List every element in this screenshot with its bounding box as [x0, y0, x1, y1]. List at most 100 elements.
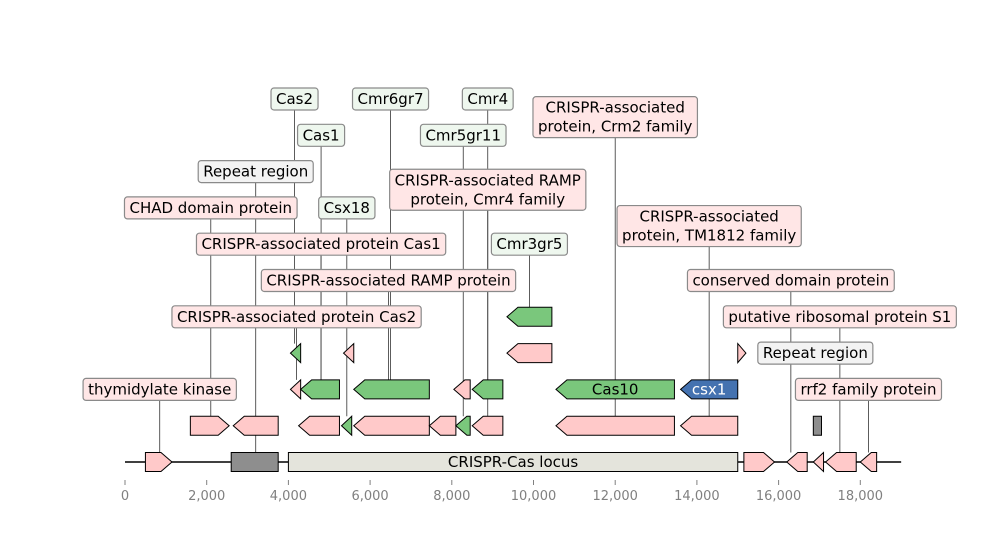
label-14: Cmr3gr5 — [490, 232, 569, 256]
label-text: Repeat region — [763, 344, 868, 362]
x-tick-label: 6,000 — [351, 489, 388, 504]
label-text: CRISPR-associated RAMP — [395, 171, 581, 189]
feature-f-r3 — [812, 451, 825, 473]
feature-f-ramp — [428, 415, 457, 436]
label-box — [82, 377, 237, 401]
label-box — [419, 123, 507, 147]
label-box — [351, 87, 430, 111]
label-text: putative ribosomal protein S1 — [728, 308, 951, 326]
feature-f-gray-small — [812, 415, 822, 436]
label-box — [616, 204, 802, 248]
label-8: Cas1 — [296, 123, 346, 147]
feature-inline-label: CRISPR-Cas locus — [448, 453, 578, 471]
feature-f-crm2 — [555, 415, 675, 436]
feature-f-cas1-pink — [453, 379, 471, 400]
label-text: Cmr3gr5 — [496, 235, 562, 253]
feature-f-cmr3-pink — [506, 343, 553, 364]
x-axis: 0 2,000 4,000 6,000 8,000 10,000 12,000 14,000 1… — [121, 480, 883, 504]
feature-inline-label: Cas10 — [592, 380, 639, 398]
label-text: CHAD domain protein — [129, 199, 292, 217]
x-tick-label: 12,000 — [592, 489, 638, 504]
label-19: Repeat region — [757, 341, 874, 365]
feature-f-thymidylate — [144, 452, 173, 472]
feature-f-r2 — [786, 452, 808, 472]
feature-f-csx18 — [340, 415, 353, 437]
feature-f-cmr3gr5 — [506, 306, 553, 327]
label-1: thymidylate kinase — [82, 377, 237, 401]
feature-f-chad — [189, 415, 230, 436]
feature-inline-label: csx1 — [692, 380, 726, 398]
x-tick-label: 0 — [121, 489, 129, 504]
label-5: CHAD domain protein — [123, 196, 298, 220]
feature-f-repeat-region-1 — [232, 415, 279, 436]
feature-f-cmr6 — [352, 415, 430, 436]
feature-f-repeat-pink-2 — [342, 342, 355, 364]
label-7: Repeat region — [197, 160, 314, 184]
label-box — [318, 196, 376, 220]
label-box — [171, 305, 422, 329]
label-text: Cas2 — [276, 90, 313, 108]
label-box — [757, 341, 874, 365]
x-tick-label: 2,000 — [188, 489, 225, 504]
label-9: Cmr5gr11 — [419, 123, 507, 147]
label-box — [794, 377, 943, 401]
label-box — [490, 232, 569, 256]
feature-f-cas1 — [299, 379, 340, 400]
x-tick-label: 4,000 — [270, 489, 307, 504]
label-4: CRISPR-associated protein Cas1 — [195, 232, 447, 256]
feature-f-cas10 — [555, 379, 675, 400]
label-18: putative ribosomal protein S1 — [722, 305, 957, 329]
label-box — [532, 96, 699, 139]
x-tick-label: 18,000 — [838, 489, 884, 504]
label-text: Cmr4 — [467, 90, 508, 108]
label-box — [722, 305, 957, 329]
label-box — [270, 87, 319, 111]
label-text: protein, Crm2 family — [538, 118, 693, 136]
label-box — [296, 123, 346, 147]
label-17: conserved domain protein — [686, 268, 895, 293]
label-text: CRISPR-associated RAMP protein — [266, 272, 510, 290]
x-tick-label: 14,000 — [674, 489, 720, 504]
feature-f-cmr4 — [471, 415, 504, 436]
label-box — [389, 168, 587, 211]
label-20: rrf2 family protein — [794, 377, 943, 401]
feature-f-repeat-gray-1 — [230, 452, 279, 472]
label-text: Cmr5gr11 — [425, 126, 501, 144]
x-tick-label: 8,000 — [433, 489, 470, 504]
label-10: Cas2 — [270, 87, 319, 111]
feature-f-cmr6gr7 — [352, 379, 430, 400]
x-tick-label: 10,000 — [511, 489, 557, 504]
feature-f-tm1812 — [679, 415, 739, 436]
label-box — [686, 268, 895, 293]
label-text: CRISPR-associated protein Cas1 — [201, 235, 440, 253]
label-text: CRISPR-associated protein Cas2 — [177, 308, 416, 326]
feature-f-r1 — [743, 452, 776, 472]
label-12: Cmr4 — [461, 87, 514, 111]
feature-f-r5 — [859, 452, 878, 472]
feature-f-cas2-pink — [289, 378, 302, 401]
label-3: CRISPR-associated RAMP protein — [260, 268, 517, 293]
label-text: CRISPR-associated — [546, 99, 685, 117]
label-text: CRISPR-associated — [639, 208, 778, 226]
feature-f-cas2-green — [289, 342, 302, 364]
label-box — [461, 87, 514, 111]
label-text: protein, Cmr4 family — [410, 190, 565, 208]
feature-f-csx1 — [679, 379, 739, 400]
label-text: thymidylate kinase — [88, 380, 231, 398]
feature-labels: thymidylate kinase CRISPR-associated prot… — [82, 87, 957, 401]
label-text: protein, TM1812 family — [622, 227, 796, 245]
label-text: Csx18 — [324, 199, 370, 217]
label-text: Repeat region — [203, 163, 308, 181]
label-text: conserved domain protein — [692, 272, 889, 290]
label-2: CRISPR-associated protein Cas2 — [171, 305, 422, 329]
feature-f-cmr5 — [455, 415, 471, 436]
label-box — [195, 232, 447, 256]
feature-f-cas2-a — [297, 415, 340, 436]
feature-f-cmr4gr — [471, 379, 504, 400]
label-box — [123, 196, 298, 220]
feature-f-locus — [287, 452, 739, 472]
feature-f-repeat-region-2 — [737, 342, 747, 364]
